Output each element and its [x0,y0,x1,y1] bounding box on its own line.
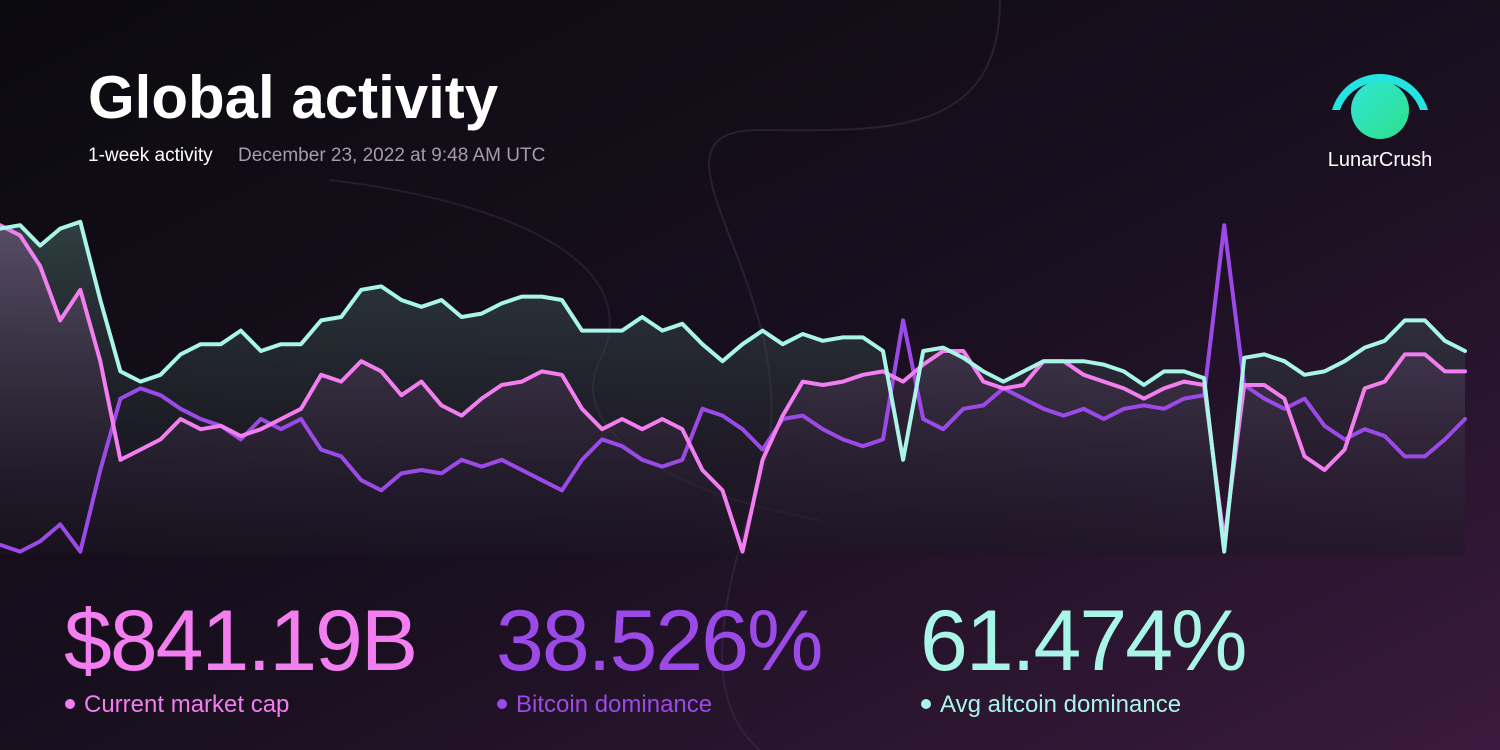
decor-curve [708,0,1001,750]
logo-moon [1351,81,1409,139]
legend-dot [497,699,507,709]
area [0,225,1465,555]
stat-value: 61.474% [920,593,1246,689]
brand: LunarCrush [1328,149,1433,171]
stat-label: Avg altcoin dominance [940,691,1181,718]
legend-dot [921,699,931,709]
stat-value: $841.19B [64,593,416,689]
stat-value: 38.526% [496,593,822,689]
logo-arc [1332,74,1428,110]
subtitle: 1-week activity [88,145,213,166]
stat-label: Current market cap [84,691,289,718]
logo [1332,74,1428,139]
stat-label: Bitcoin dominance [516,691,712,718]
line [0,219,1467,554]
timestamp: December 23, 2022 at 9:48 AM UTC [238,145,545,166]
title: Global activity [88,64,499,131]
legend-dot [65,699,75,709]
chart [0,219,1467,556]
